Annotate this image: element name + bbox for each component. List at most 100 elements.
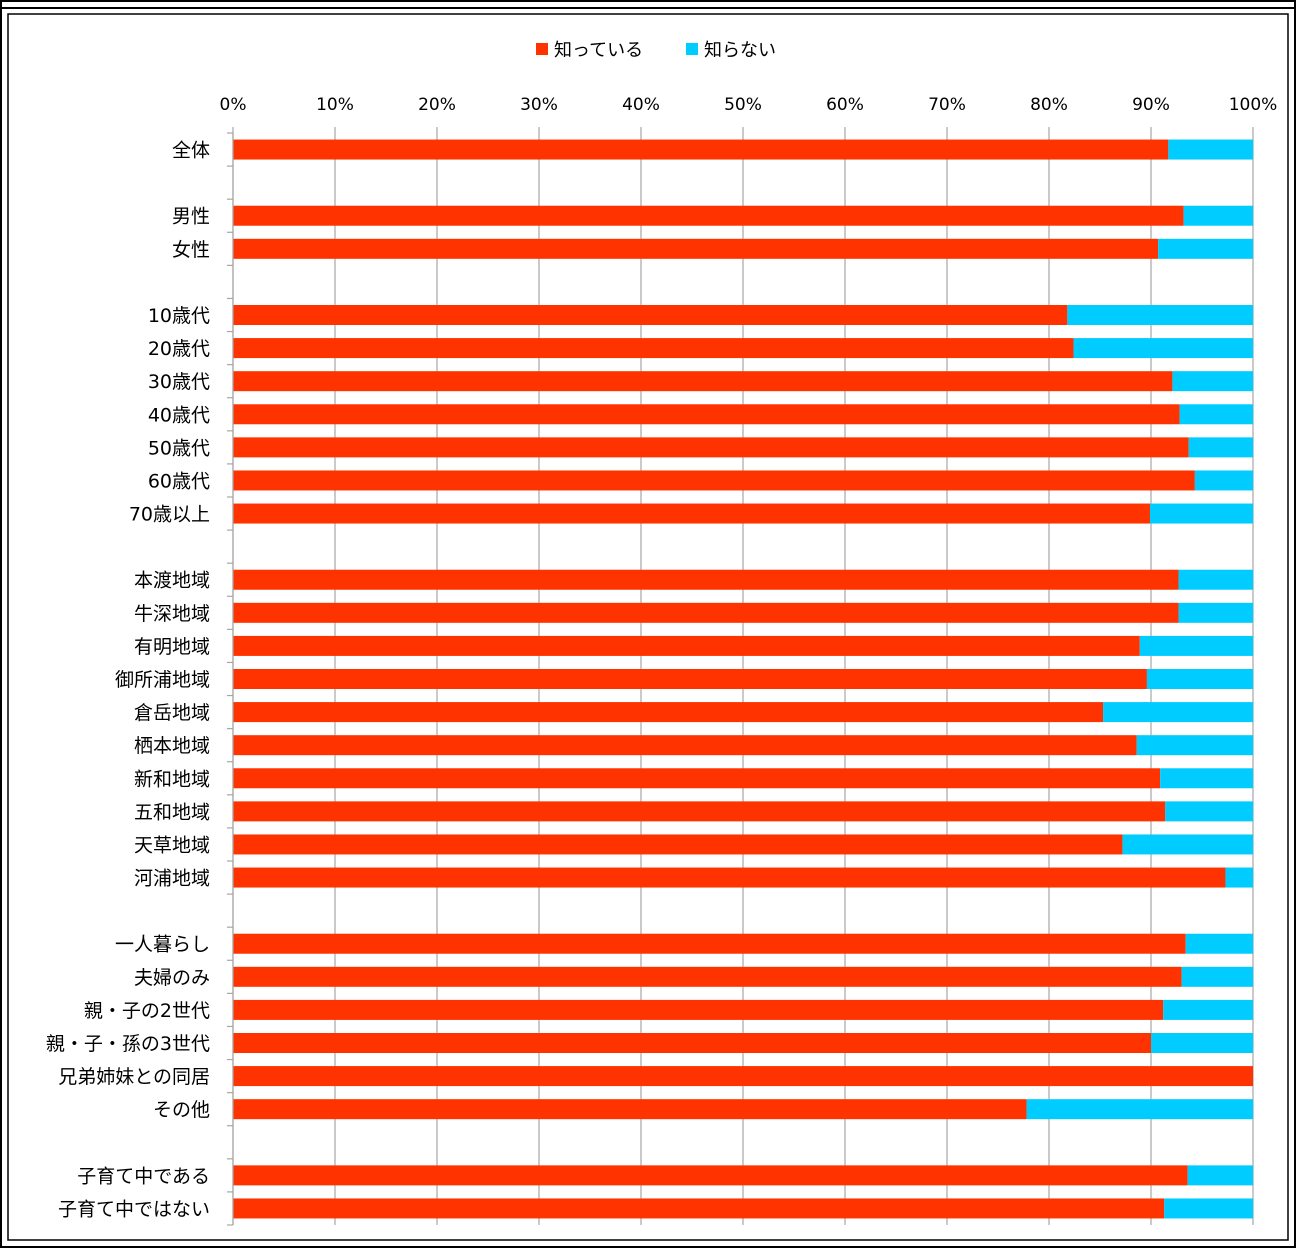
category-label: 40歳代 [148, 404, 210, 426]
bar-unknown [1158, 238, 1253, 259]
bar-known [233, 1198, 1165, 1219]
category-label: 兄弟姉妹との同居 [58, 1066, 210, 1088]
x-tick-label: 0% [220, 95, 247, 115]
category-label: 全体 [172, 140, 210, 162]
bar-unknown [1194, 470, 1253, 491]
bar-known [233, 470, 1195, 491]
category-label: 天草地域 [134, 834, 210, 856]
category-label: 夫婦のみ [134, 967, 210, 989]
bar-known [233, 1033, 1151, 1053]
bar-known [233, 1066, 1253, 1087]
bar-unknown [1178, 602, 1253, 623]
bar-known [233, 867, 1226, 888]
bar-known [233, 371, 1173, 392]
category-label: 河浦地域 [134, 868, 210, 890]
bar-unknown [1026, 1099, 1253, 1120]
bar-unknown [1181, 966, 1253, 987]
x-tick-label: 20% [418, 95, 456, 115]
category-label: 男性 [172, 206, 210, 228]
bar-known [233, 735, 1137, 756]
bars [233, 139, 1253, 1219]
x-tick-labels: 0% 10% 20% 30% 40% 50% 60% 70% 80% 90% 100% [220, 95, 1278, 115]
x-tick-label: 70% [928, 95, 966, 115]
bar-known [233, 669, 1147, 689]
category-label: 栖本地域 [134, 735, 210, 757]
bar-unknown [1168, 139, 1253, 160]
category-label: 倉岳地域 [134, 702, 210, 724]
category-label: 親・子・孫の3世代 [46, 1033, 210, 1055]
bar-known [233, 238, 1159, 259]
x-tick-label: 100% [1229, 95, 1278, 115]
bar-known [233, 569, 1179, 590]
x-tick-label: 40% [622, 95, 660, 115]
category-label: 本渡地域 [134, 570, 210, 592]
bar-known [233, 834, 1123, 855]
category-label: 30歳代 [148, 371, 210, 393]
bar-known [233, 437, 1189, 458]
category-label: その他 [153, 1099, 210, 1121]
bar-known [233, 404, 1180, 425]
bar-unknown [1179, 404, 1253, 425]
bar-unknown [1163, 999, 1253, 1020]
bar-known [233, 933, 1186, 954]
bar-known [233, 1099, 1027, 1120]
bar-unknown [1136, 735, 1253, 756]
bar-known [233, 205, 1184, 226]
category-label: 親・子の2世代 [84, 1000, 210, 1022]
category-label: 新和地域 [134, 768, 210, 790]
legend-swatch-known [536, 43, 548, 55]
x-tick-label: 90% [1132, 95, 1170, 115]
bar-known [233, 338, 1074, 359]
bar-unknown [1146, 669, 1253, 689]
bar-unknown [1188, 437, 1253, 458]
category-label: 10歳代 [148, 305, 210, 327]
category-label: 女性 [172, 239, 210, 261]
category-label: 50歳代 [148, 437, 210, 459]
bar-unknown [1165, 801, 1253, 822]
bar-unknown [1067, 305, 1253, 325]
category-label: 一人暮らし [115, 934, 210, 956]
category-label: 70歳以上 [129, 504, 210, 526]
category-label: 五和地域 [134, 801, 210, 823]
bar-known [233, 305, 1068, 325]
bar-unknown [1149, 503, 1253, 524]
bar-unknown [1103, 702, 1253, 723]
bar-known [233, 966, 1182, 987]
category-label: 牛深地域 [134, 603, 210, 625]
bar-known [233, 1165, 1188, 1186]
bar-unknown [1183, 205, 1253, 226]
x-tick-label: 50% [724, 95, 762, 115]
x-tick-label: 80% [1030, 95, 1068, 115]
x-tick-label: 60% [826, 95, 864, 115]
category-label: 20歳代 [148, 338, 210, 360]
category-label: 子育て中である [77, 1165, 210, 1187]
bar-unknown [1185, 933, 1253, 954]
legend-label-unknown: 知らない [704, 40, 776, 61]
bar-known [233, 503, 1150, 524]
bar-known [233, 768, 1161, 789]
bar-known [233, 801, 1166, 822]
x-tick-label: 10% [316, 95, 354, 115]
legend-swatch-unknown [686, 43, 698, 55]
y-axis [227, 132, 234, 1226]
bar-known [233, 635, 1140, 656]
category-label: 御所浦地域 [115, 669, 210, 691]
category-label: 有明地域 [134, 636, 210, 658]
bar-unknown [1139, 635, 1253, 656]
bar-unknown [1172, 371, 1253, 392]
bar-unknown [1187, 1165, 1253, 1186]
bar-unknown [1178, 569, 1253, 590]
bar-unknown [1122, 834, 1253, 855]
category-label: 60歳代 [148, 470, 210, 492]
bar-unknown [1160, 768, 1253, 789]
x-tick-label: 30% [520, 95, 558, 115]
bar-unknown [1225, 867, 1253, 888]
bar-unknown [1164, 1198, 1253, 1219]
category-label: 子育て中ではない [58, 1198, 210, 1220]
inner-frame [7, 13, 1289, 1241]
bar-unknown [1151, 1033, 1253, 1053]
bar-unknown [1073, 338, 1253, 359]
